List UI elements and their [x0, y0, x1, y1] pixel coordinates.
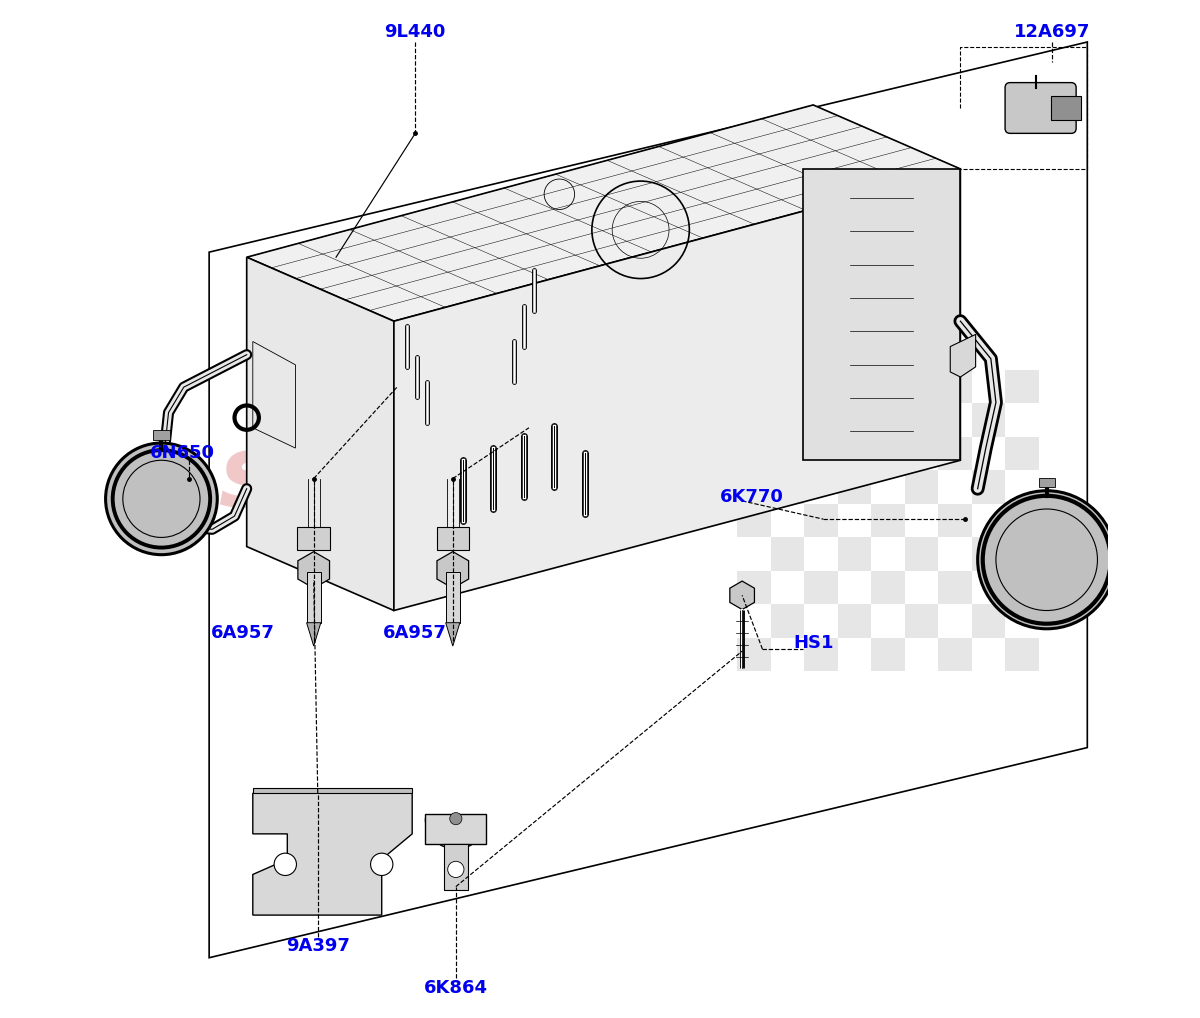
Circle shape — [274, 853, 296, 875]
Bar — [1006, 638, 1038, 672]
Bar — [938, 370, 972, 403]
Bar — [905, 538, 938, 571]
Wedge shape — [436, 818, 476, 839]
Bar — [804, 370, 838, 403]
Bar — [804, 437, 838, 470]
Circle shape — [978, 491, 1116, 629]
Text: 9L440: 9L440 — [384, 22, 446, 41]
Bar — [770, 470, 804, 504]
Bar — [871, 370, 905, 403]
Polygon shape — [307, 623, 320, 646]
Circle shape — [448, 861, 464, 878]
Polygon shape — [730, 581, 755, 610]
Bar — [972, 538, 1006, 571]
Bar — [425, 813, 486, 844]
Text: 6K770: 6K770 — [720, 488, 784, 506]
Bar — [437, 527, 469, 550]
Text: scuderia: scuderia — [217, 430, 698, 527]
Wedge shape — [425, 818, 486, 849]
FancyBboxPatch shape — [1006, 82, 1076, 133]
Bar — [871, 571, 905, 605]
Bar — [307, 572, 320, 623]
Bar — [905, 403, 938, 437]
Bar — [445, 572, 460, 623]
Bar — [804, 504, 838, 538]
Bar — [770, 605, 804, 638]
Bar — [938, 638, 972, 672]
Bar — [905, 470, 938, 504]
Bar — [938, 504, 972, 538]
Bar — [838, 538, 871, 571]
Bar — [838, 470, 871, 504]
Bar — [1006, 370, 1038, 403]
Polygon shape — [394, 169, 960, 611]
Circle shape — [106, 443, 217, 555]
Bar — [938, 437, 972, 470]
Text: 6A957: 6A957 — [383, 624, 448, 642]
Bar — [737, 504, 770, 538]
Bar — [1038, 477, 1055, 487]
Bar — [770, 538, 804, 571]
Bar — [1051, 96, 1081, 120]
Bar — [737, 571, 770, 605]
Bar — [1006, 437, 1038, 470]
Bar — [737, 638, 770, 672]
Text: 6K864: 6K864 — [424, 979, 488, 998]
Bar — [838, 403, 871, 437]
Circle shape — [450, 812, 462, 825]
Bar — [871, 638, 905, 672]
Polygon shape — [950, 334, 976, 377]
Bar — [938, 571, 972, 605]
Bar — [1006, 571, 1038, 605]
Circle shape — [371, 853, 392, 875]
Bar — [737, 370, 770, 403]
Polygon shape — [803, 169, 960, 460]
Polygon shape — [247, 105, 960, 322]
Bar — [972, 403, 1006, 437]
Bar — [804, 638, 838, 672]
Text: 6N650: 6N650 — [150, 444, 215, 462]
Bar — [1006, 504, 1038, 538]
Bar — [838, 605, 871, 638]
Bar — [972, 605, 1006, 638]
Bar — [905, 605, 938, 638]
Bar — [871, 437, 905, 470]
Bar — [804, 571, 838, 605]
Bar — [298, 527, 330, 550]
Bar — [871, 504, 905, 538]
Polygon shape — [298, 552, 330, 588]
Bar — [972, 470, 1006, 504]
Text: 9A397: 9A397 — [286, 937, 349, 955]
Text: c a r p a r t s: c a r p a r t s — [352, 539, 564, 571]
Polygon shape — [253, 788, 412, 793]
Polygon shape — [444, 844, 468, 890]
Text: 6A957: 6A957 — [211, 624, 275, 642]
Bar — [737, 437, 770, 470]
Polygon shape — [445, 623, 460, 646]
Polygon shape — [253, 793, 412, 915]
Text: 12A697: 12A697 — [1014, 22, 1090, 41]
Polygon shape — [247, 258, 394, 611]
Bar — [770, 403, 804, 437]
Polygon shape — [437, 552, 469, 588]
Text: HS1: HS1 — [793, 634, 833, 652]
Bar — [154, 430, 169, 440]
